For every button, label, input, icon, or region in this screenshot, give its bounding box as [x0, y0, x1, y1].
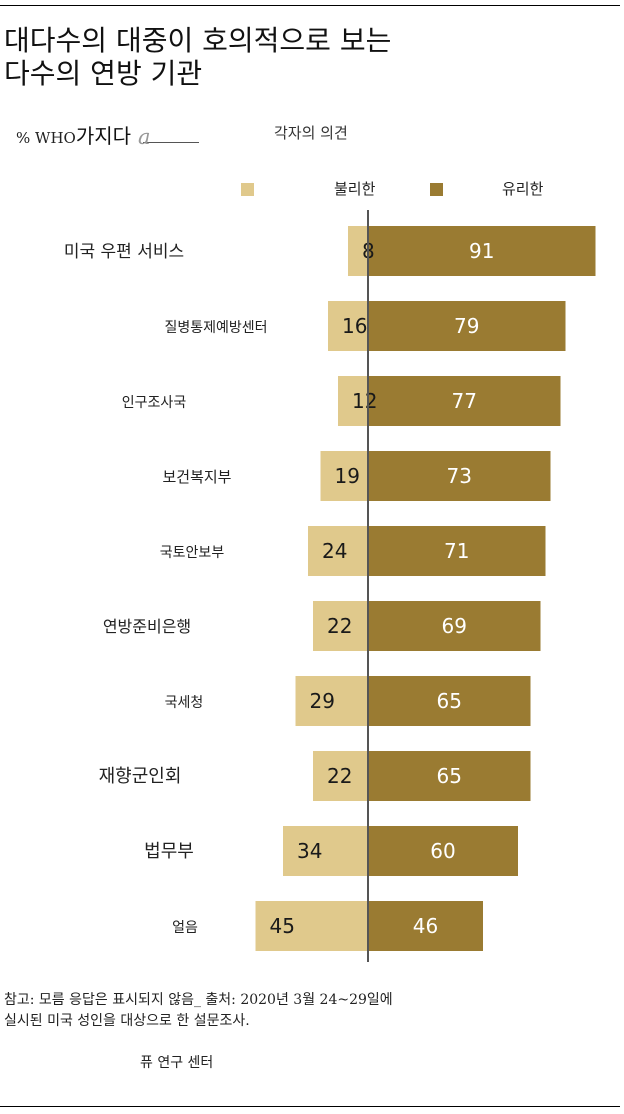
category-label: 국토안보부	[160, 545, 225, 561]
percent-big: 가지다	[75, 124, 132, 148]
bar-unfavorable	[313, 751, 368, 801]
value-label-favorable: 65	[437, 689, 462, 713]
bar-unfavorable	[338, 376, 368, 426]
bar-favorable	[368, 601, 541, 651]
bar-favorable	[368, 901, 483, 951]
value-label-unfavorable: 22	[327, 764, 352, 788]
legend-label-unfavorable: 불리한	[334, 180, 376, 198]
value-label-unfavorable: 22	[327, 614, 352, 638]
bar-unfavorable	[313, 601, 368, 651]
percent-label: % WHO가지다 a	[16, 120, 200, 149]
percent-a: a	[138, 125, 151, 149]
bar-favorable	[368, 751, 531, 801]
value-label-favorable: 77	[452, 389, 477, 413]
value-label-favorable: 71	[444, 539, 469, 563]
footnote: 참고: 모름 응답은 표시되지 않음_ 출처: 2020년 3월 24~29일에…	[4, 992, 393, 1029]
bar-favorable	[368, 226, 596, 276]
top-rule	[0, 5, 620, 6]
value-label-favorable: 46	[413, 914, 438, 938]
legend-swatch-unfavorable	[241, 183, 254, 196]
value-label-unfavorable: 34	[297, 839, 322, 863]
value-label-favorable: 60	[430, 839, 455, 863]
bar-unfavorable	[348, 226, 368, 276]
bar-unfavorable	[308, 526, 368, 576]
value-label-unfavorable: 24	[322, 539, 347, 563]
value-label-unfavorable: 29	[310, 689, 335, 713]
legend-swatch-favorable	[430, 183, 443, 196]
value-label-favorable: 73	[447, 464, 472, 488]
category-label: 국세청	[165, 695, 204, 711]
bar-unfavorable	[328, 301, 368, 351]
chart-title: 대다수의 대중이 호의적으로 보는 다수의 연방 기관	[4, 24, 392, 90]
bar-unfavorable	[255, 901, 368, 951]
bar-favorable	[368, 376, 561, 426]
bar-favorable	[368, 676, 531, 726]
category-label: 재향군인회	[99, 766, 182, 787]
category-label: 질병통제예방센터	[164, 320, 267, 336]
value-label-favorable: 91	[469, 239, 494, 263]
blank-line	[143, 141, 200, 143]
value-label-unfavorable: 12	[352, 389, 377, 413]
bar-unfavorable	[295, 676, 368, 726]
opinion-label: 각자의 의견	[274, 124, 348, 142]
bottom-rule	[0, 1106, 620, 1107]
legend-label-favorable: 유리한	[502, 180, 544, 198]
bar-unfavorable	[283, 826, 368, 876]
category-label: 법무부	[144, 841, 194, 862]
bar-favorable	[368, 826, 518, 876]
value-label-favorable: 69	[442, 614, 467, 638]
source-credit: 퓨 연구 센터	[140, 1055, 214, 1071]
percent-prefix: % WHO	[16, 129, 76, 147]
bar-favorable	[368, 526, 546, 576]
value-label-unfavorable: 19	[335, 464, 360, 488]
category-label: 얼음	[172, 920, 198, 936]
value-label-unfavorable: 45	[270, 914, 295, 938]
category-label: 인구조사국	[122, 395, 187, 411]
bar-unfavorable	[320, 451, 368, 501]
value-label-favorable: 65	[437, 764, 462, 788]
diverging-bar-chart: 891미국 우편 서비스1679질병통제예방센터1277인구조사국1973보건복…	[64, 210, 596, 962]
category-label: 연방준비은행	[103, 617, 191, 636]
value-label-favorable: 79	[454, 314, 479, 338]
category-label: 미국 우편 서비스	[64, 242, 184, 262]
bar-favorable	[368, 451, 551, 501]
value-label-unfavorable: 16	[342, 314, 367, 338]
category-label: 보건복지부	[162, 468, 231, 486]
bar-favorable	[368, 301, 566, 351]
